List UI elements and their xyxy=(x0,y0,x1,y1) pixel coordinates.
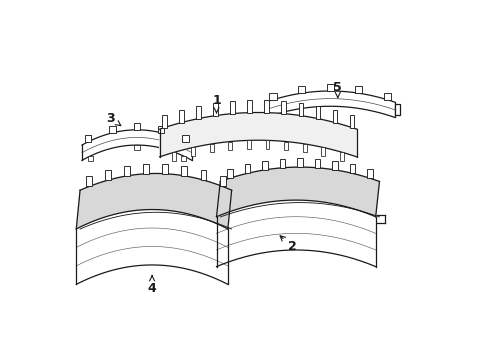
Bar xyxy=(87,156,93,161)
Bar xyxy=(265,140,269,149)
Bar xyxy=(354,86,362,93)
Bar xyxy=(219,176,225,186)
Bar xyxy=(209,144,213,152)
Bar xyxy=(339,152,343,161)
Bar xyxy=(297,158,302,167)
Bar xyxy=(182,135,188,142)
Bar xyxy=(279,159,285,168)
Bar xyxy=(181,166,187,176)
Bar xyxy=(321,148,325,156)
Bar xyxy=(134,145,139,150)
Bar xyxy=(383,93,390,100)
Bar xyxy=(85,135,91,142)
Bar xyxy=(143,164,149,174)
Bar xyxy=(247,100,251,113)
Bar xyxy=(298,103,303,116)
Bar xyxy=(262,161,267,170)
Bar xyxy=(230,101,234,114)
Bar xyxy=(162,164,168,174)
Bar xyxy=(297,86,305,93)
Bar xyxy=(315,106,320,118)
Bar xyxy=(191,148,195,156)
Bar xyxy=(366,169,372,178)
Bar xyxy=(244,165,249,174)
Bar xyxy=(264,100,268,113)
Text: 4: 4 xyxy=(147,276,156,295)
Polygon shape xyxy=(216,167,379,217)
Bar xyxy=(302,144,306,152)
Bar xyxy=(124,166,130,176)
Bar xyxy=(179,110,183,123)
Text: 2: 2 xyxy=(280,236,296,253)
Bar xyxy=(200,170,206,180)
Bar xyxy=(226,169,232,178)
Bar xyxy=(269,93,276,100)
Bar xyxy=(326,84,333,91)
Bar xyxy=(331,161,337,170)
Polygon shape xyxy=(76,174,231,229)
Bar xyxy=(109,126,116,133)
Bar xyxy=(314,159,320,168)
Bar xyxy=(281,101,285,114)
Bar xyxy=(158,126,164,133)
Polygon shape xyxy=(82,130,191,160)
Text: 1: 1 xyxy=(212,94,221,113)
Bar xyxy=(172,152,176,161)
Bar xyxy=(162,115,166,127)
Bar xyxy=(213,103,218,116)
Bar xyxy=(134,123,140,130)
Text: 3: 3 xyxy=(106,112,121,126)
Polygon shape xyxy=(76,210,227,284)
Text: 5: 5 xyxy=(333,81,342,98)
Bar xyxy=(228,141,232,150)
Bar xyxy=(349,165,354,174)
Bar xyxy=(105,170,111,180)
Bar xyxy=(181,156,186,161)
Bar xyxy=(284,141,287,150)
Bar xyxy=(332,110,337,123)
Polygon shape xyxy=(265,91,394,117)
Polygon shape xyxy=(159,113,356,157)
Polygon shape xyxy=(216,200,375,267)
Bar xyxy=(394,104,399,115)
Bar xyxy=(86,176,92,186)
Bar xyxy=(196,106,201,118)
Bar xyxy=(349,115,354,127)
Bar xyxy=(246,140,250,149)
